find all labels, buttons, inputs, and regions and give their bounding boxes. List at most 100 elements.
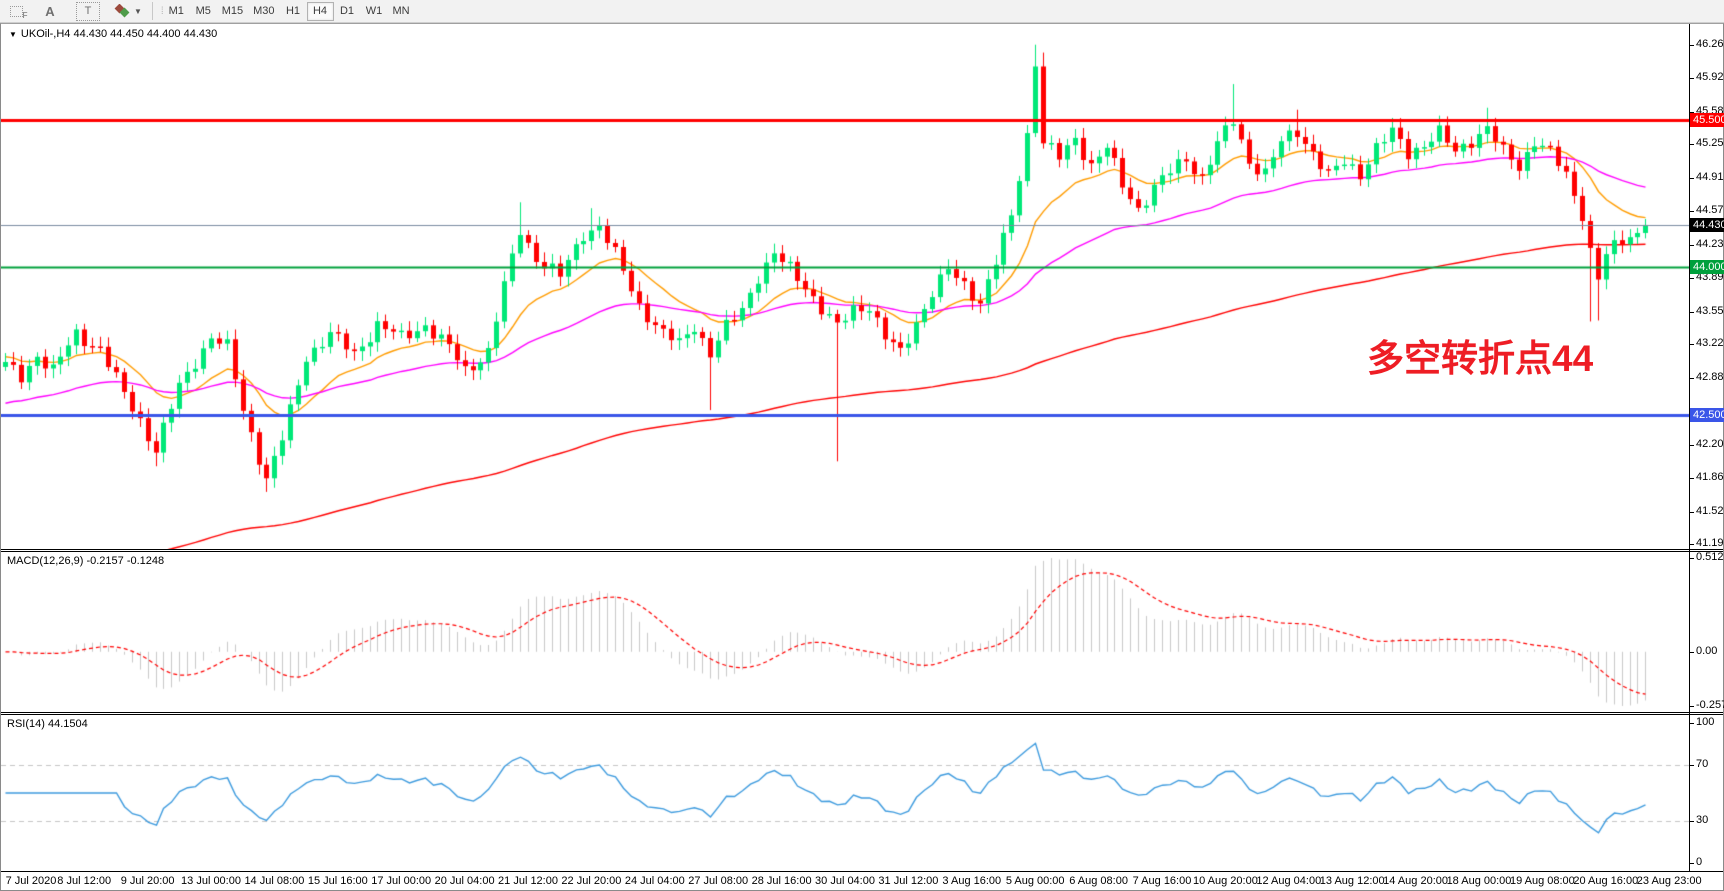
axis-tick-mark — [1690, 344, 1694, 345]
axis-tick-mark — [1690, 45, 1694, 46]
axis-tick-mark — [1690, 211, 1694, 212]
axis-tick-label: 46.260 — [1696, 38, 1724, 50]
chevron-down-icon: ▼ — [134, 6, 142, 16]
axis-tick-label: 42.200 — [1696, 438, 1724, 450]
tf-button-m30[interactable]: M30 — [253, 5, 275, 18]
date-axis-label: 19 Aug 08:00 — [1509, 875, 1575, 887]
date-axis-label: 3 Aug 16:00 — [942, 875, 1002, 887]
axis-tick-label: 41.190 — [1696, 537, 1724, 549]
axis-tick-label: 0.00 — [1696, 645, 1718, 657]
axis-tick-label: 45.250 — [1696, 137, 1724, 149]
cursor-style-icon[interactable]: ▼ — [114, 2, 142, 21]
axis-tick-label: 43.890 — [1696, 271, 1724, 283]
chart-title-text: UKOil-,H4 44.430 44.450 44.400 44.430 — [20, 28, 218, 40]
panel-divider[interactable] — [1, 712, 1723, 715]
axis-tick-label: 41.520 — [1696, 505, 1724, 517]
axis-tick-mark — [1690, 821, 1694, 822]
date-axis-label: 7 Aug 16:00 — [1132, 875, 1192, 887]
axis-tick-mark — [1690, 144, 1694, 145]
top-toolbar: F A T ▼ ⁞ M1 M5 M15 M30 H1 H4 D1 W1 MN — [0, 0, 1724, 23]
axis-tick-label: 44.910 — [1696, 171, 1724, 183]
date-axis-label: 27 Jul 08:00 — [688, 875, 749, 887]
axis-tick-label: 30 — [1696, 814, 1709, 826]
panel-divider[interactable] — [1, 549, 1723, 552]
axis-tick-mark — [1690, 445, 1694, 446]
axis-tick-mark — [1690, 558, 1694, 559]
date-axis-label: 18 Aug 00:00 — [1446, 875, 1512, 887]
date-axis-label: 5 Aug 00:00 — [1005, 875, 1065, 887]
tf-button-mn[interactable]: MN — [392, 5, 410, 18]
macd-chart-canvas[interactable] — [1, 552, 1689, 712]
axis-tick-mark — [1690, 863, 1694, 864]
axis-tick-mark — [1690, 544, 1694, 545]
tf-button-m1[interactable]: M1 — [168, 5, 184, 18]
chart-annotation-text: 多空转折点44 — [1367, 338, 1594, 379]
chart-window: ▼ UKOil-,H4 44.430 44.450 44.400 44.430 M… — [0, 23, 1724, 891]
tf-button-h1[interactable]: H1 — [285, 5, 301, 18]
axis-tick-label: 43.550 — [1696, 305, 1724, 317]
axis-tick-label: 44.230 — [1696, 238, 1724, 250]
tf-button-m5[interactable]: M5 — [195, 5, 211, 18]
axis-tick-label: 42.880 — [1696, 371, 1724, 383]
text-box-icon[interactable]: T — [76, 1, 100, 21]
axis-tick-mark — [1690, 178, 1694, 179]
date-axis-label: 6 Aug 08:00 — [1069, 875, 1128, 887]
axis-tick-label: 100 — [1696, 716, 1715, 728]
tf-button-d1[interactable]: D1 — [339, 5, 355, 18]
rsi-chart-canvas[interactable] — [1, 715, 1689, 871]
axis-tick-mark — [1690, 112, 1694, 113]
date-axis-label: 12 Aug 04:00 — [1256, 875, 1322, 887]
date-axis-label: 28 Jul 16:00 — [751, 875, 812, 887]
axis-tick-mark — [1690, 378, 1694, 379]
tf-button-m15[interactable]: M15 — [221, 5, 244, 18]
date-axis-label: 31 Jul 12:00 — [878, 875, 939, 887]
axis-tick-label: 0.5121 — [1696, 551, 1724, 563]
date-axis-label: 10 Aug 20:00 — [1192, 875, 1258, 887]
rsi-indicator-label: RSI(14) 44.1504 — [7, 718, 88, 730]
time-axis[interactable]: 7 Jul 2020 8 Jul 12:00 9 Jul 20:00 13 Jul 0… — [1, 871, 1723, 890]
axis-tick-mark — [1690, 312, 1694, 313]
axis-tick-label: 70 — [1696, 758, 1709, 770]
date-axis-label: 20 Jul 04:00 — [434, 875, 495, 887]
date-axis-label: 13 Jul 00:00 — [181, 875, 241, 887]
date-axis-label: 7 Jul 2020 — [5, 875, 57, 887]
collapse-triangle-icon[interactable]: ▼ — [9, 30, 17, 39]
timeframe-button-group: M1 M5 M15 M30 H1 H4 D1 W1 MN — [163, 1, 415, 21]
macd-indicator-label: MACD(12,26,9) -0.2157 -0.1248 — [7, 555, 165, 567]
axis-tick-label: -0.2578 — [1696, 699, 1724, 711]
label-a-icon[interactable]: A — [45, 3, 55, 19]
price-level-badge: 44.430 — [1690, 218, 1724, 232]
indicator-frame-icon[interactable]: F — [0, 2, 28, 21]
toolbar-separator — [151, 2, 153, 20]
date-axis-label: 17 Jul 00:00 — [371, 875, 432, 887]
axis-tick-mark — [1690, 245, 1694, 246]
date-axis-label: 15 Jul 16:00 — [307, 875, 368, 887]
axis-tick-mark — [1690, 706, 1694, 707]
axis-tick-mark — [1690, 652, 1694, 653]
date-axis-label: 23 Aug 23:00 — [1636, 875, 1702, 887]
axis-tick-label: 43.220 — [1696, 337, 1724, 349]
price-chart-canvas[interactable] — [1, 24, 1689, 549]
tf-button-h4[interactable]: H4 — [306, 1, 334, 21]
date-axis-label: 24 Jul 04:00 — [624, 875, 685, 887]
cursor-style-glyph — [114, 4, 130, 18]
price-level-badge: 42.500 — [1690, 408, 1724, 422]
date-axis-label: 9 Jul 20:00 — [120, 875, 175, 887]
axis-tick-label: 0 — [1696, 856, 1703, 868]
date-axis-label: 21 Jul 12:00 — [498, 875, 558, 887]
toolbar-drag-handle[interactable]: ⁞ — [160, 5, 164, 17]
price-level-badge: 45.500 — [1690, 113, 1724, 127]
tf-button-w1[interactable]: W1 — [365, 5, 383, 18]
date-axis-label: 20 Aug 16:00 — [1573, 875, 1639, 887]
price-level-badge: 44.000 — [1690, 260, 1724, 274]
axis-tick-mark — [1690, 765, 1694, 766]
date-axis-label: 22 Jul 20:00 — [561, 875, 622, 887]
date-axis-label: 8 Jul 12:00 — [57, 875, 112, 887]
axis-tick-mark — [1690, 723, 1694, 724]
axis-tick-mark — [1690, 78, 1694, 79]
axis-tick-mark — [1690, 278, 1694, 279]
axis-tick-mark — [1690, 512, 1694, 513]
date-axis-label: 14 Jul 08:00 — [244, 875, 305, 887]
date-axis-label: 14 Aug 20:00 — [1383, 875, 1448, 887]
